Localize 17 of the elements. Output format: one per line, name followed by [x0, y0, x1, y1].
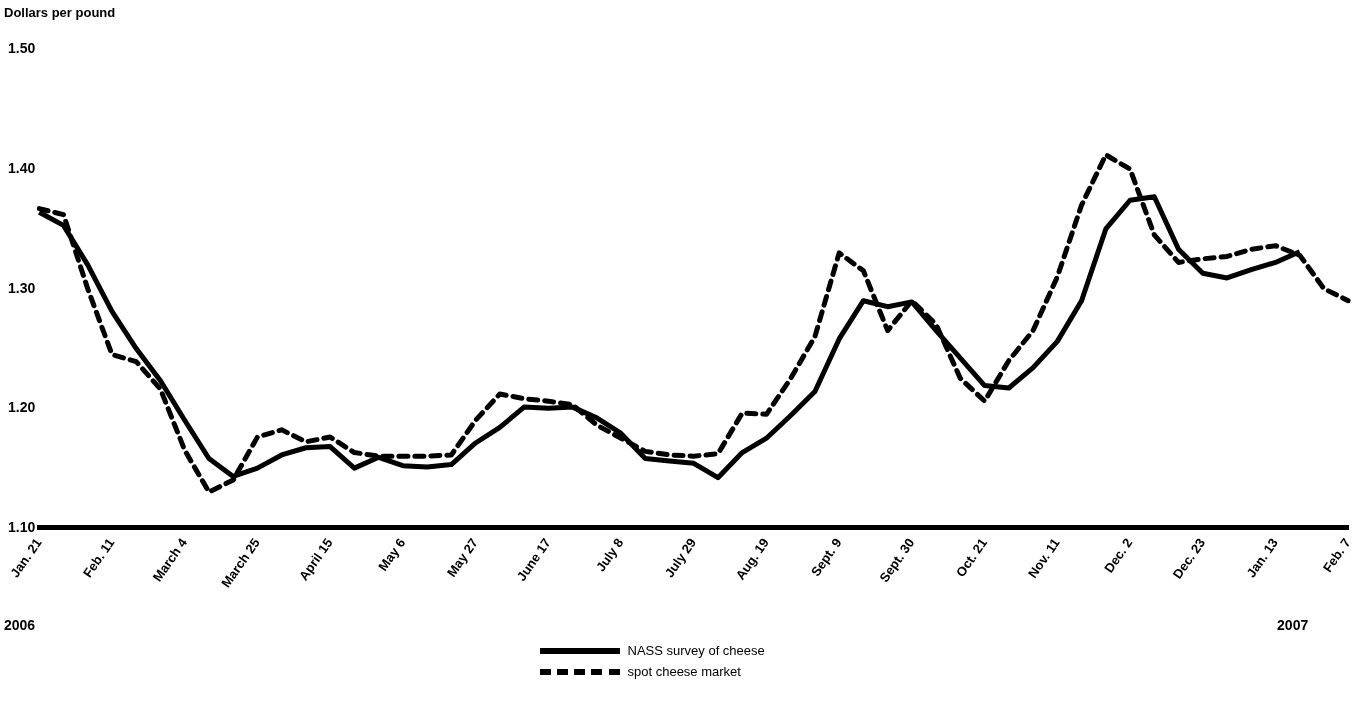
- y-tick-label: 1.50: [8, 40, 36, 57]
- legend-label: spot cheese market: [627, 664, 741, 679]
- x-tick-label: Dec. 23: [1169, 535, 1209, 582]
- legend-label: NASS survey of cheese: [627, 643, 765, 658]
- y-tick-label: 1.30: [8, 279, 36, 296]
- y-tick-label: 1.20: [8, 399, 36, 416]
- x-tick-label: Feb. 7: [1319, 535, 1354, 575]
- x-tick-label: Oct. 21: [952, 535, 991, 580]
- y-tick-label: 1.10: [8, 518, 36, 535]
- x-tick-label: Dec. 2: [1101, 535, 1136, 576]
- y-axis-title: Dollars per pound: [4, 5, 116, 21]
- text: 2007: [1277, 616, 1309, 633]
- x-tick-label: Jan. 13: [1243, 535, 1281, 581]
- y-tick-label: 1.40: [8, 160, 36, 177]
- text: 2006: [4, 616, 36, 633]
- x-tick-label: Feb. 11: [79, 535, 118, 581]
- x-tick-label: Jan. 21: [7, 535, 45, 581]
